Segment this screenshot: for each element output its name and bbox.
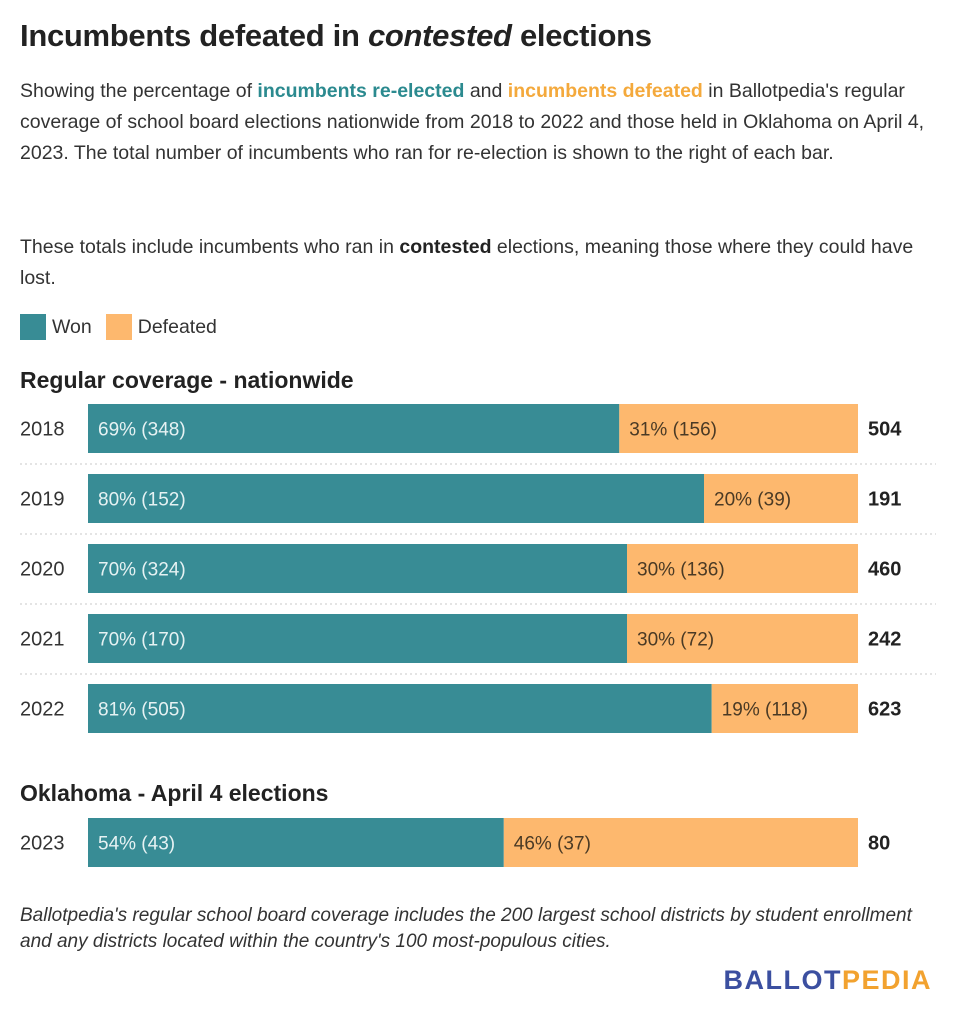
total-label-2018: 504 (868, 419, 902, 441)
bar-defeated-2018 (619, 404, 858, 453)
total-label-2022: 623 (868, 699, 901, 721)
chart-legend: Won Defeated (20, 314, 231, 340)
desc2-text-b: elections, meaning those where they coul… (20, 236, 914, 289)
data-label-defeated-2021: 30% (72) (637, 630, 714, 651)
data-label-won-2020: 70% (324) (98, 560, 186, 581)
bar-won-2023 (88, 818, 504, 867)
desc2-bold: contested (399, 236, 492, 258)
legend-swatch-defeated (105, 314, 132, 340)
section-title-oklahoma: Oklahoma - April 4 elections (20, 780, 329, 806)
legend-item-won: Won (20, 314, 92, 340)
desc-text-a: Showing the percentage of (20, 80, 258, 102)
description-paragraph-2: These totals include incumbents who ran … (20, 232, 935, 294)
data-label-defeated-2019: 20% (39) (714, 490, 791, 511)
title-emphasis: contested (367, 18, 512, 53)
bar-defeated-2021 (627, 614, 858, 663)
desc-won-highlight: incumbents re-elected (257, 80, 465, 102)
bar-won-2019 (88, 474, 704, 523)
data-label-won-2021: 70% (170) (98, 630, 186, 651)
data-label-defeated-2023: 46% (37) (514, 834, 591, 855)
title-part-1: Incumbents defeated in (20, 18, 368, 53)
desc-text-b: and (464, 80, 508, 102)
category-label-2019: 2019 (20, 489, 65, 511)
bar-defeated-2023 (503, 818, 858, 867)
data-label-won-2018: 69% (348) (98, 420, 186, 441)
bar-won-2018 (88, 404, 620, 453)
desc-defeated-highlight: incumbents defeated (507, 80, 703, 102)
logo-part-ballot: BALLOT (723, 965, 842, 995)
section-title-nationwide: Regular coverage - nationwide (20, 367, 354, 393)
data-label-defeated-2018: 31% (156) (629, 420, 717, 441)
category-label-2018: 2018 (20, 419, 65, 441)
total-label-2023: 80 (868, 833, 890, 855)
legend-label-won: Won (52, 315, 92, 338)
bar-defeated-2022 (711, 684, 858, 733)
bar-defeated-2019 (704, 474, 858, 523)
data-label-defeated-2022: 19% (118) (722, 700, 808, 721)
bar-defeated-2020 (627, 544, 858, 593)
total-label-2019: 191 (868, 489, 901, 511)
desc-text-c: in Ballotpedia's regular coverage of sch… (20, 80, 925, 164)
description-paragraph-1: Showing the percentage of incumbents re-… (20, 76, 935, 169)
desc2-text-a: These totals include incumbents who ran … (20, 236, 400, 258)
bar-won-2021 (88, 614, 627, 663)
logo-part-pedia: PEDIA (841, 965, 932, 995)
legend-label-defeated: Defeated (137, 315, 217, 338)
category-label-2022: 2022 (20, 699, 65, 721)
bar-won-2020 (88, 544, 627, 593)
footnote: Ballotpedia's regular school board cover… (20, 905, 912, 952)
chart-title: Incumbents defeated in contested electio… (20, 18, 652, 54)
ballotpedia-logo: BALLOTPEDIA (723, 965, 932, 996)
category-label-2023: 2023 (20, 833, 65, 855)
data-label-won-2023: 54% (43) (98, 834, 175, 855)
category-label-2020: 2020 (20, 559, 65, 581)
total-label-2020: 460 (868, 559, 901, 581)
data-label-won-2019: 80% (152) (98, 490, 186, 511)
title-part-2: elections (511, 18, 652, 53)
total-label-2021: 242 (868, 629, 901, 651)
legend-swatch-won (20, 314, 46, 340)
bar-won-2022 (88, 684, 712, 733)
data-label-defeated-2020: 30% (136) (637, 560, 725, 581)
category-label-2021: 2021 (20, 629, 65, 651)
legend-item-defeated: Defeated (105, 314, 217, 340)
data-label-won-2022: 81% (505) (98, 700, 186, 721)
